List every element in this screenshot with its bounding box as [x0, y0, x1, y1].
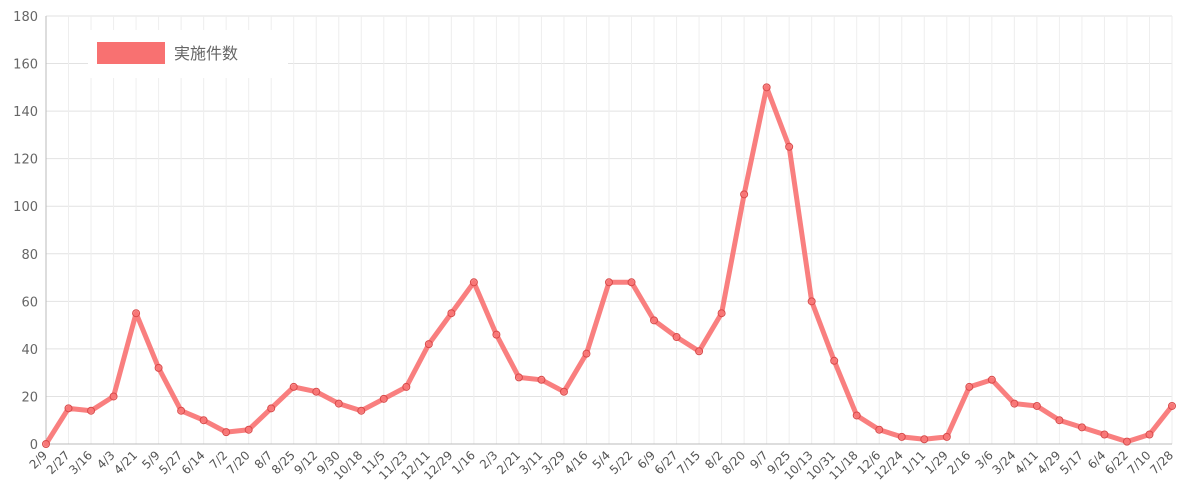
axes — [45, 16, 1172, 445]
data-point[interactable] — [695, 347, 704, 356]
x-tick-label: 7/10 — [1125, 448, 1154, 477]
data-point[interactable] — [852, 411, 861, 420]
data-point[interactable] — [762, 83, 771, 92]
y-tick-label: 120 — [13, 153, 38, 168]
x-tick-label: 5/17 — [1057, 448, 1086, 477]
data-point[interactable] — [1055, 416, 1064, 425]
data-point[interactable] — [672, 333, 681, 341]
x-tick-label: 6/14 — [179, 448, 208, 477]
data-point[interactable] — [650, 316, 659, 325]
data-point[interactable] — [402, 382, 411, 391]
x-tick-label: 1/16 — [449, 448, 478, 477]
x-tick-label: 2/21 — [494, 448, 523, 477]
x-axis-ticks: 2/92/273/164/34/215/95/276/147/27/208/78… — [27, 448, 1177, 482]
data-point[interactable] — [1145, 430, 1154, 439]
x-tick-label: 7/15 — [674, 448, 703, 477]
data-point[interactable] — [785, 142, 794, 151]
data-point[interactable] — [942, 432, 951, 441]
x-tick-label: 8/20 — [719, 448, 748, 477]
data-point[interactable] — [897, 432, 906, 441]
data-point[interactable] — [42, 440, 50, 448]
data-point[interactable] — [1032, 401, 1041, 410]
y-tick-label: 0 — [30, 438, 38, 453]
data-point[interactable] — [987, 375, 996, 384]
data-point[interactable] — [1122, 437, 1131, 446]
data-point[interactable] — [469, 278, 478, 287]
x-tick-label: 4/21 — [111, 448, 140, 477]
x-tick-label: 7/28 — [1147, 448, 1176, 477]
x-tick-label: 6/22 — [1102, 448, 1131, 477]
data-point[interactable] — [1100, 430, 1109, 439]
data-point[interactable] — [920, 435, 929, 444]
data-point[interactable] — [64, 404, 73, 413]
y-tick-label: 100 — [13, 200, 38, 215]
x-tick-label: 3/16 — [66, 448, 95, 477]
data-point[interactable] — [87, 406, 96, 415]
data-point[interactable] — [357, 406, 366, 415]
x-tick-label: 6/27 — [652, 448, 681, 477]
data-point[interactable] — [132, 309, 141, 318]
data-point[interactable] — [199, 416, 208, 425]
data-point[interactable] — [537, 375, 546, 384]
x-tick-label: 3/24 — [990, 448, 1019, 477]
data-point[interactable] — [154, 363, 163, 372]
y-tick-label: 180 — [13, 10, 38, 25]
x-tick-label: 1/11 — [899, 448, 928, 477]
data-point[interactable] — [424, 340, 433, 349]
data-point[interactable] — [1168, 401, 1176, 410]
data-point[interactable] — [447, 309, 456, 318]
data-point[interactable] — [1077, 423, 1086, 432]
data-point[interactable] — [717, 309, 726, 318]
x-tick-label: 1/29 — [922, 448, 951, 477]
data-point[interactable] — [965, 382, 974, 391]
data-point[interactable] — [109, 392, 118, 401]
legend-swatch — [97, 42, 165, 64]
x-tick-label: 2/27 — [44, 448, 73, 477]
data-point[interactable] — [807, 297, 816, 306]
y-tick-label: 160 — [13, 58, 38, 73]
data-point[interactable] — [627, 278, 636, 287]
x-tick-label: 3/29 — [539, 448, 568, 477]
x-tick-label: 4/11 — [1012, 448, 1041, 477]
grid-lines — [45, 15, 1173, 445]
data-point[interactable] — [582, 349, 591, 358]
x-tick-label: 2/16 — [944, 448, 973, 477]
data-point[interactable] — [740, 190, 749, 199]
x-tick-label: 8/25 — [269, 448, 298, 477]
legend[interactable]: 実施件数 — [88, 30, 288, 78]
x-tick-label: 5/27 — [156, 448, 185, 477]
x-tick-label: 7/20 — [224, 448, 253, 477]
y-tick-label: 40 — [21, 343, 38, 358]
series-layer — [42, 83, 1176, 448]
legend-label: 実施件数 — [174, 44, 238, 63]
data-point[interactable] — [379, 394, 388, 403]
data-point[interactable] — [177, 406, 186, 415]
x-tick-label: 3/11 — [517, 448, 546, 477]
data-point[interactable] — [605, 278, 613, 287]
y-tick-label: 20 — [21, 390, 38, 405]
data-point[interactable] — [514, 373, 523, 382]
data-point[interactable] — [1010, 399, 1019, 408]
x-tick-label: 4/16 — [562, 448, 591, 477]
y-axis-ticks: 0 20 40 60 80 100 120 140 160 180 — [13, 10, 38, 453]
data-point[interactable] — [312, 387, 321, 396]
data-point[interactable] — [875, 425, 884, 434]
data-point[interactable] — [559, 387, 568, 396]
data-point[interactable] — [492, 330, 501, 339]
y-tick-label: 140 — [13, 105, 38, 120]
data-point[interactable] — [244, 425, 253, 434]
y-tick-label: 80 — [21, 248, 38, 263]
x-tick-label: 4/29 — [1035, 448, 1064, 477]
data-point[interactable] — [334, 399, 343, 408]
y-tick-label: 60 — [21, 295, 38, 310]
x-tick-label: 9/12 — [291, 448, 320, 477]
x-tick-label: 5/22 — [607, 448, 636, 477]
data-point[interactable] — [830, 356, 839, 365]
data-point[interactable] — [289, 382, 298, 391]
data-point[interactable] — [267, 404, 276, 413]
data-point[interactable] — [222, 428, 231, 437]
